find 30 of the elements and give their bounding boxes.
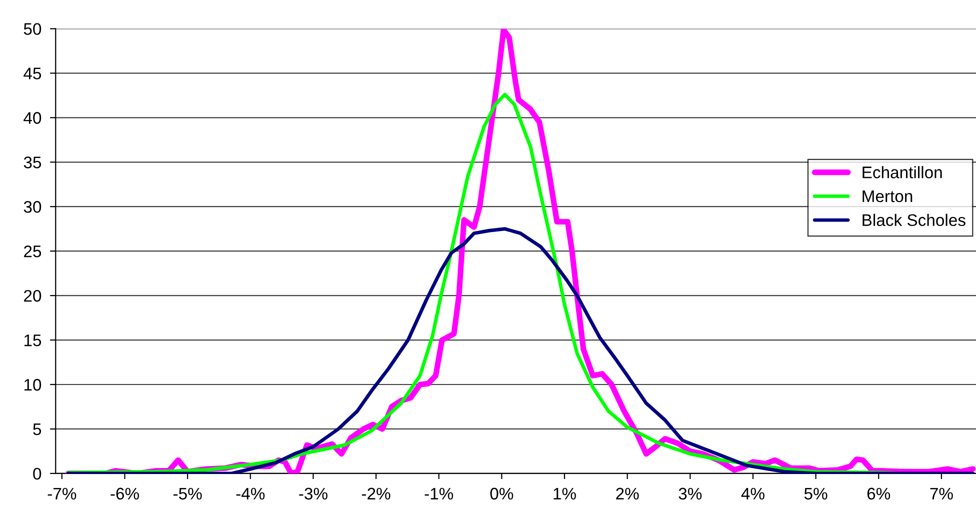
y-tick-label: 0 (33, 468, 42, 480)
y-tick-label: 30 (24, 201, 42, 213)
x-tick-label: 1% (554, 488, 576, 500)
x-tick-label: 5% (804, 488, 828, 500)
x-tick-label: 6% (867, 488, 890, 500)
x-tick-label: 4% (741, 488, 764, 500)
legend-label: Merton (862, 190, 912, 202)
legend-label: Echantillon (862, 166, 942, 178)
y-tick-label: 35 (24, 156, 42, 168)
y-tick-label: 15 (24, 334, 42, 346)
x-tick-label: -6% (110, 488, 139, 500)
y-tick-label: 25 (24, 245, 42, 258)
y-tick-label: 40 (24, 112, 42, 124)
x-tick-label: -4% (236, 488, 265, 500)
y-tick-label: 45 (24, 68, 42, 80)
y-tick-label: 10 (24, 378, 42, 391)
x-tick-label: -1% (424, 488, 454, 500)
x-tick-label: -2% (362, 488, 390, 500)
line-series (66, 227, 975, 474)
y-tick-label: 50 (24, 23, 42, 35)
x-tick-label: 7% (930, 488, 953, 500)
x-tick-label: -7% (48, 488, 76, 500)
x-tick-label: -5% (173, 488, 202, 500)
x-tick-label: 3% (678, 488, 702, 500)
x-tick-label: -3% (299, 488, 328, 500)
x-tick-label: 0% (490, 488, 514, 500)
y-tick-label: 5 (33, 424, 42, 436)
legend-label: Black Scholes (862, 214, 966, 226)
x-tick-label: 2% (616, 488, 639, 500)
y-tick-label: 20 (24, 290, 42, 302)
